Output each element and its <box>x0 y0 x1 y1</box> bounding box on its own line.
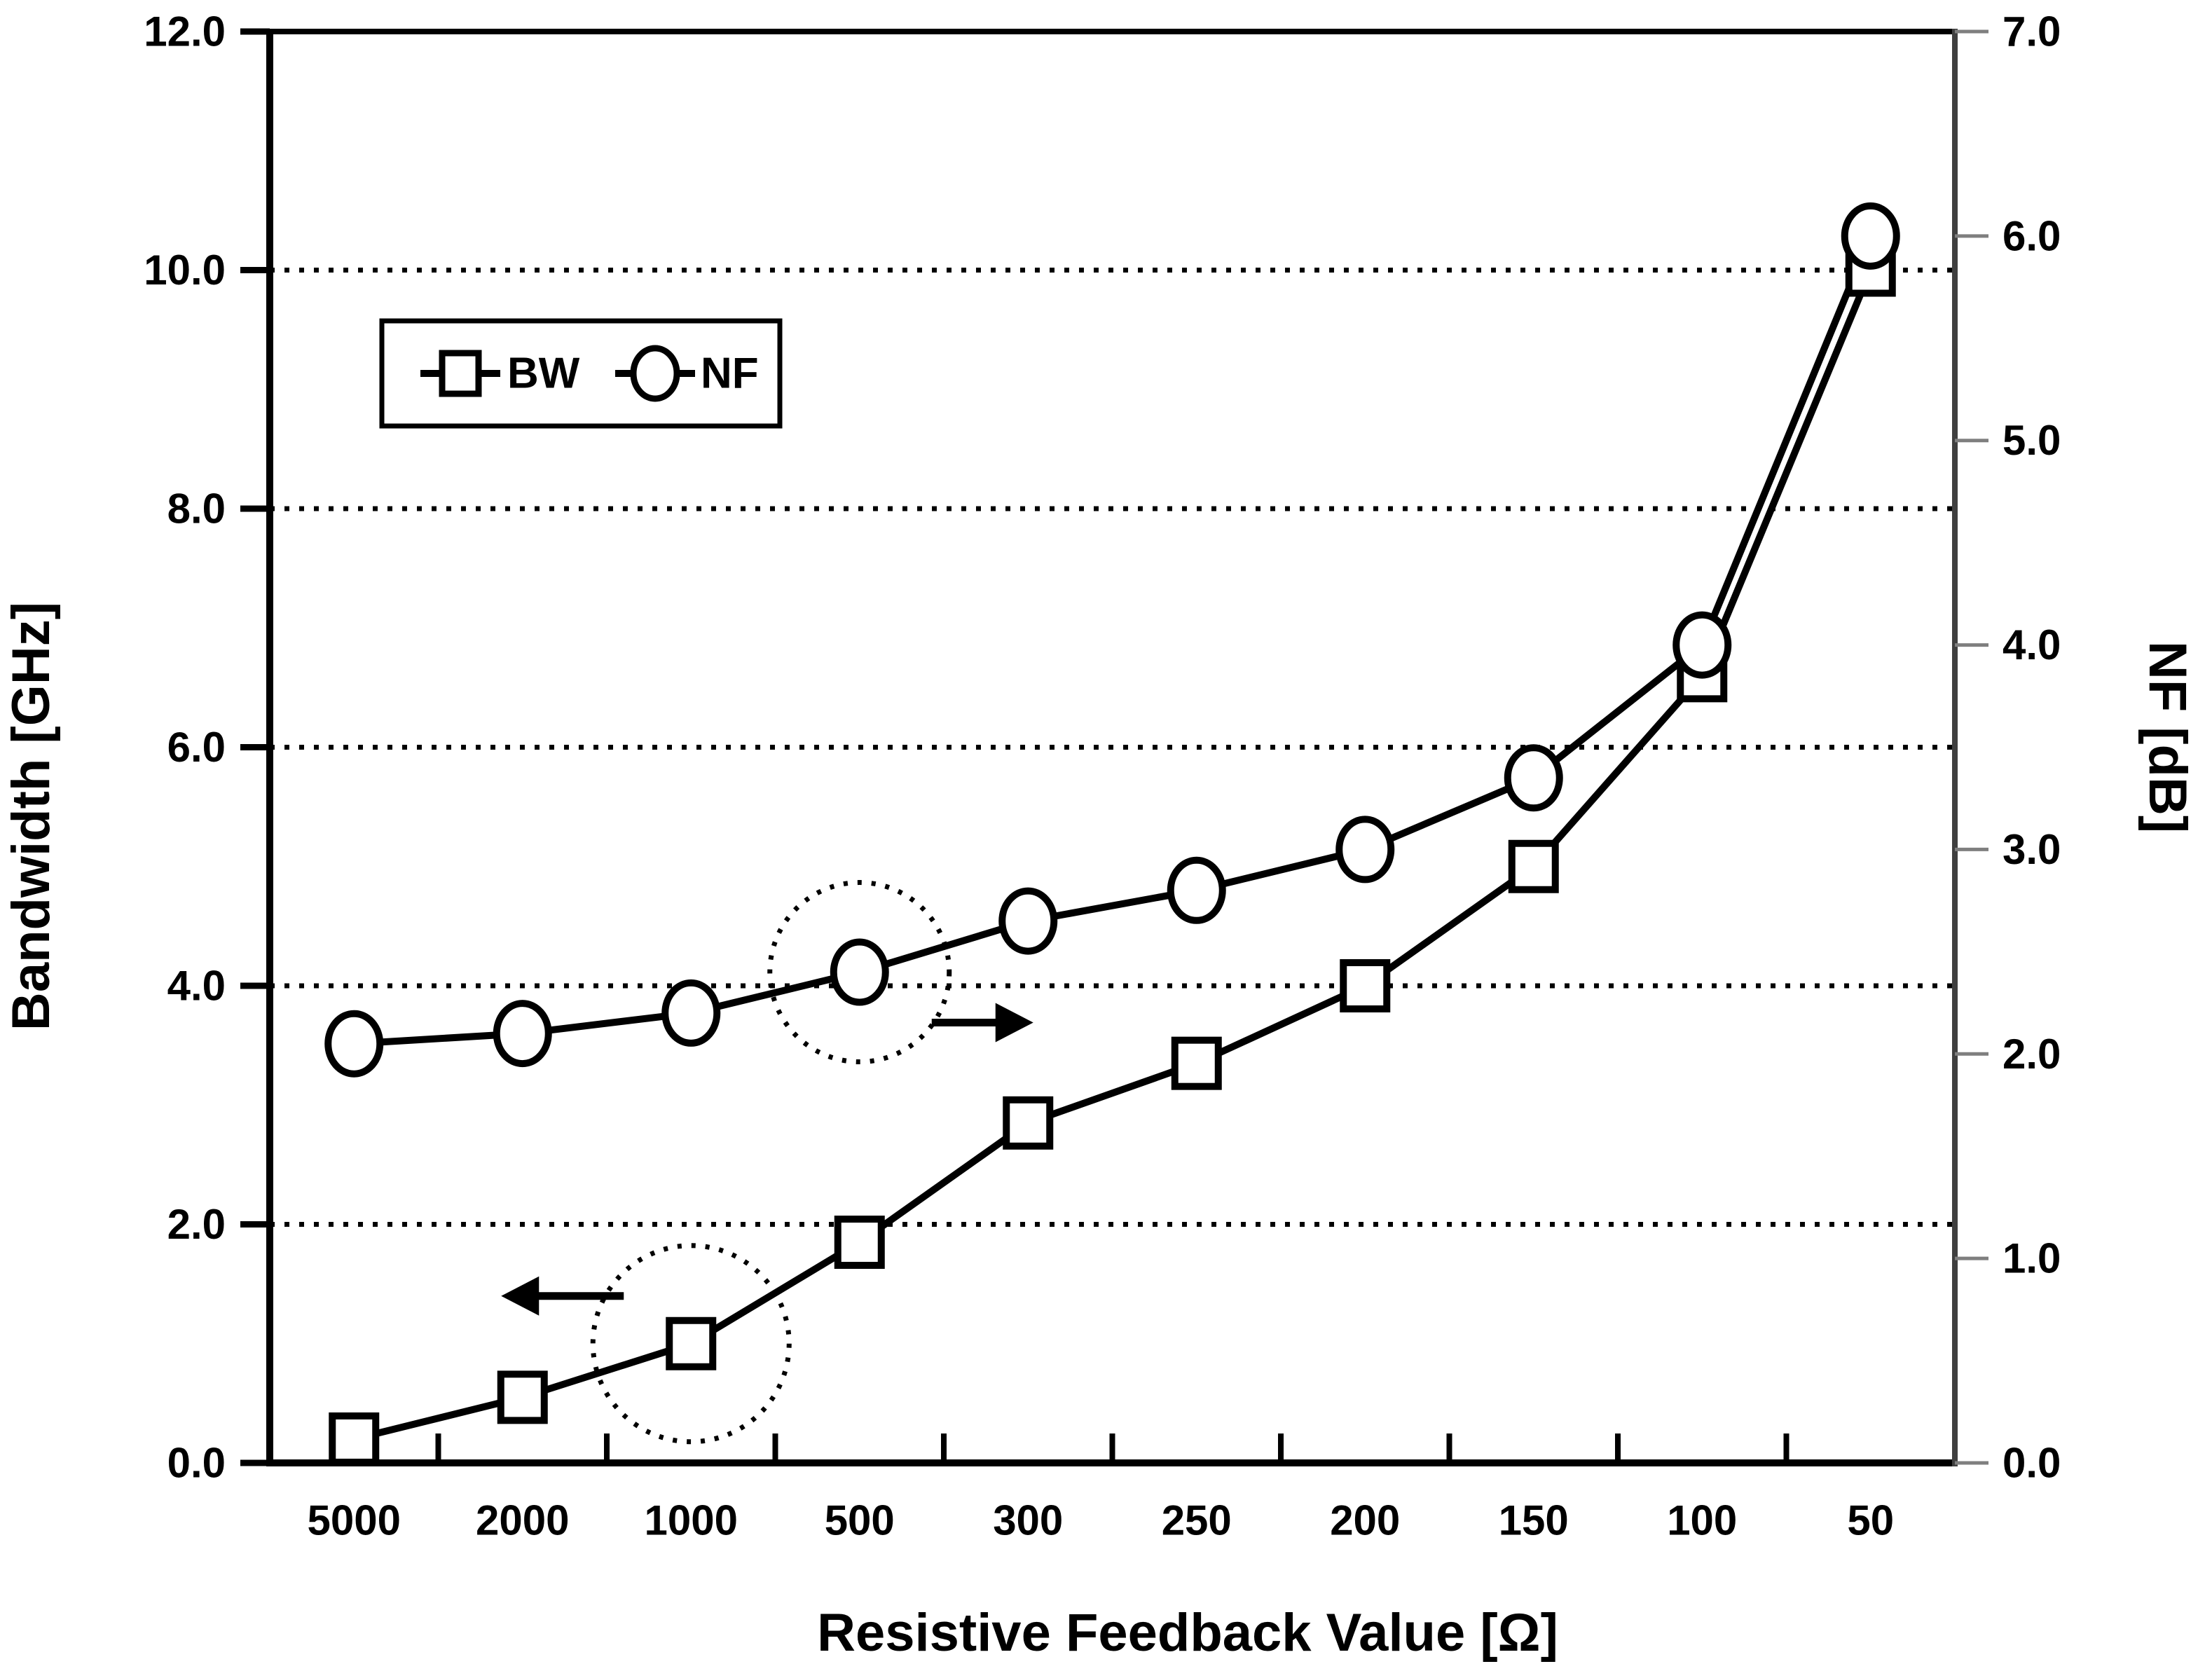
y-left-tick-label-0.0: 0.0 <box>167 1440 226 1487</box>
legend-square-marker <box>439 350 482 397</box>
x-axis-title: Resistive Feedback Value [Ω] <box>817 1603 1558 1663</box>
axis-ticks-group <box>240 28 1988 1466</box>
annotations-group <box>501 880 1033 1445</box>
x-tick-label-2000: 2000 <box>476 1497 569 1544</box>
y-left-tick-label-6.0: 6.0 <box>167 724 226 771</box>
x-tick-label-250: 250 <box>1162 1497 1232 1544</box>
y-left-tick-label-2.0: 2.0 <box>167 1201 226 1248</box>
legend-label-nf: NF <box>701 350 759 398</box>
nf-marker-1000 <box>661 979 721 1047</box>
nf-marker-5000 <box>324 1010 384 1078</box>
callout-circle-bw <box>590 1243 792 1445</box>
bw-series-line <box>353 268 1874 1443</box>
nf-marker-200 <box>1335 816 1395 883</box>
x-tick-label-100: 100 <box>1667 1497 1737 1544</box>
bw-marker-250 <box>1171 1036 1222 1090</box>
nf-marker-500 <box>830 938 889 1006</box>
y-left-tick-label-12.0: 12.0 <box>144 8 226 55</box>
data-series-group <box>324 202 1900 1466</box>
x-tick-label-5000: 5000 <box>308 1497 401 1544</box>
legend-group: BW NF <box>379 318 783 429</box>
bw-marker-5000 <box>329 1412 380 1466</box>
y-right-tick-label-1.0: 1.0 <box>2003 1235 2061 1282</box>
nf-marker-100 <box>1672 611 1732 679</box>
nf-marker-150 <box>1504 744 1563 812</box>
x-tick-label-1000: 1000 <box>645 1497 738 1544</box>
callout-circle-nf <box>767 880 952 1065</box>
nf-marker-250 <box>1167 856 1226 924</box>
y-right-tick-label-3.0: 3.0 <box>2003 826 2061 873</box>
left-arrow-head <box>501 1276 540 1316</box>
y-left-tick-label-10.0: 10.0 <box>144 247 226 294</box>
nf-marker-50 <box>1841 202 1900 270</box>
y-left-tick-label-4.0: 4.0 <box>167 963 226 1010</box>
nf-marker-300 <box>998 887 1058 955</box>
y-right-tick-label-2.0: 2.0 <box>2003 1031 2061 1078</box>
bw-marker-1000 <box>666 1316 717 1370</box>
x-tick-label-300: 300 <box>993 1497 1063 1544</box>
bw-marker-200 <box>1340 959 1391 1012</box>
bw-marker-150 <box>1508 839 1559 893</box>
bw-marker-300 <box>1003 1096 1054 1150</box>
y-right-tick-label-0.0: 0.0 <box>2003 1440 2061 1487</box>
tick-labels-group: 0.0 2.0 4.0 6.0 8.0 10.0 12.0 0.0 1.0 2.0 3.0 4.0 5.… <box>144 8 2061 1544</box>
right-axis-title: NF [dB] <box>2138 641 2197 833</box>
x-tick-label-50: 50 <box>1847 1497 1894 1544</box>
right-arrow-head <box>995 1003 1033 1043</box>
y-right-tick-label-4.0: 4.0 <box>2003 621 2061 668</box>
legend-label-bw: BW <box>507 350 580 398</box>
x-tick-label-150: 150 <box>1499 1497 1569 1544</box>
nf-marker-2000 <box>493 1000 552 1068</box>
y-right-tick-label-6.0: 6.0 <box>2003 212 2061 259</box>
y-right-tick-label-5.0: 5.0 <box>2003 417 2061 464</box>
nf-series-line <box>353 234 1874 1047</box>
y-left-tick-label-8.0: 8.0 <box>167 486 226 532</box>
y-right-tick-label-7.0: 7.0 <box>2003 8 2061 55</box>
bw-marker-500 <box>834 1216 885 1270</box>
gridlines-group <box>270 268 1955 1227</box>
legend-circle-marker <box>630 345 680 402</box>
x-tick-label-500: 500 <box>825 1497 895 1544</box>
bw-marker-2000 <box>497 1370 548 1424</box>
left-axis-title: Bandwidth [GHz] <box>1 602 61 1031</box>
x-tick-label-200: 200 <box>1330 1497 1400 1544</box>
